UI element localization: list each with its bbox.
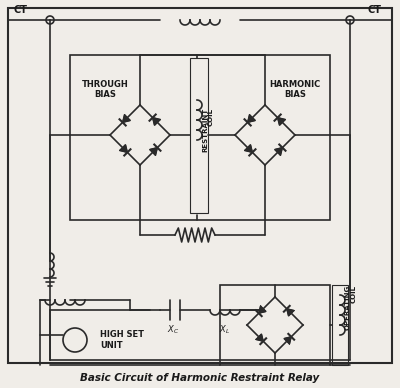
Text: $X_L$: $X_L$ [220, 323, 230, 336]
Text: OPERATING: OPERATING [345, 285, 351, 330]
Polygon shape [256, 334, 263, 341]
Polygon shape [248, 115, 255, 122]
Polygon shape [275, 147, 282, 155]
Text: $X_C$: $X_C$ [167, 323, 179, 336]
Polygon shape [245, 145, 252, 152]
Text: CT: CT [13, 5, 27, 15]
Bar [220, 285, 330, 365]
Polygon shape [278, 118, 285, 125]
Polygon shape [153, 118, 160, 125]
Bar [332, 285, 348, 365]
Text: CT: CT [368, 5, 382, 15]
Text: THROUGH
BIAS: THROUGH BIAS [82, 80, 128, 99]
Text: COIL: COIL [208, 108, 214, 126]
Polygon shape [284, 337, 291, 344]
Polygon shape [259, 306, 266, 313]
Polygon shape [123, 115, 130, 122]
Polygon shape [150, 147, 157, 155]
Text: COIL: COIL [351, 285, 357, 303]
Text: Basic Circuit of Harmonic Restraint Relay: Basic Circuit of Harmonic Restraint Rela… [80, 373, 320, 383]
Text: RESTRAINT: RESTRAINT [202, 108, 208, 152]
Polygon shape [287, 309, 294, 316]
Polygon shape [120, 145, 127, 152]
Bar [70, 55, 330, 220]
Text: HIGH SET
UNIT: HIGH SET UNIT [100, 330, 144, 350]
Text: HARMONIC
BIAS: HARMONIC BIAS [269, 80, 321, 99]
Bar [190, 58, 208, 213]
